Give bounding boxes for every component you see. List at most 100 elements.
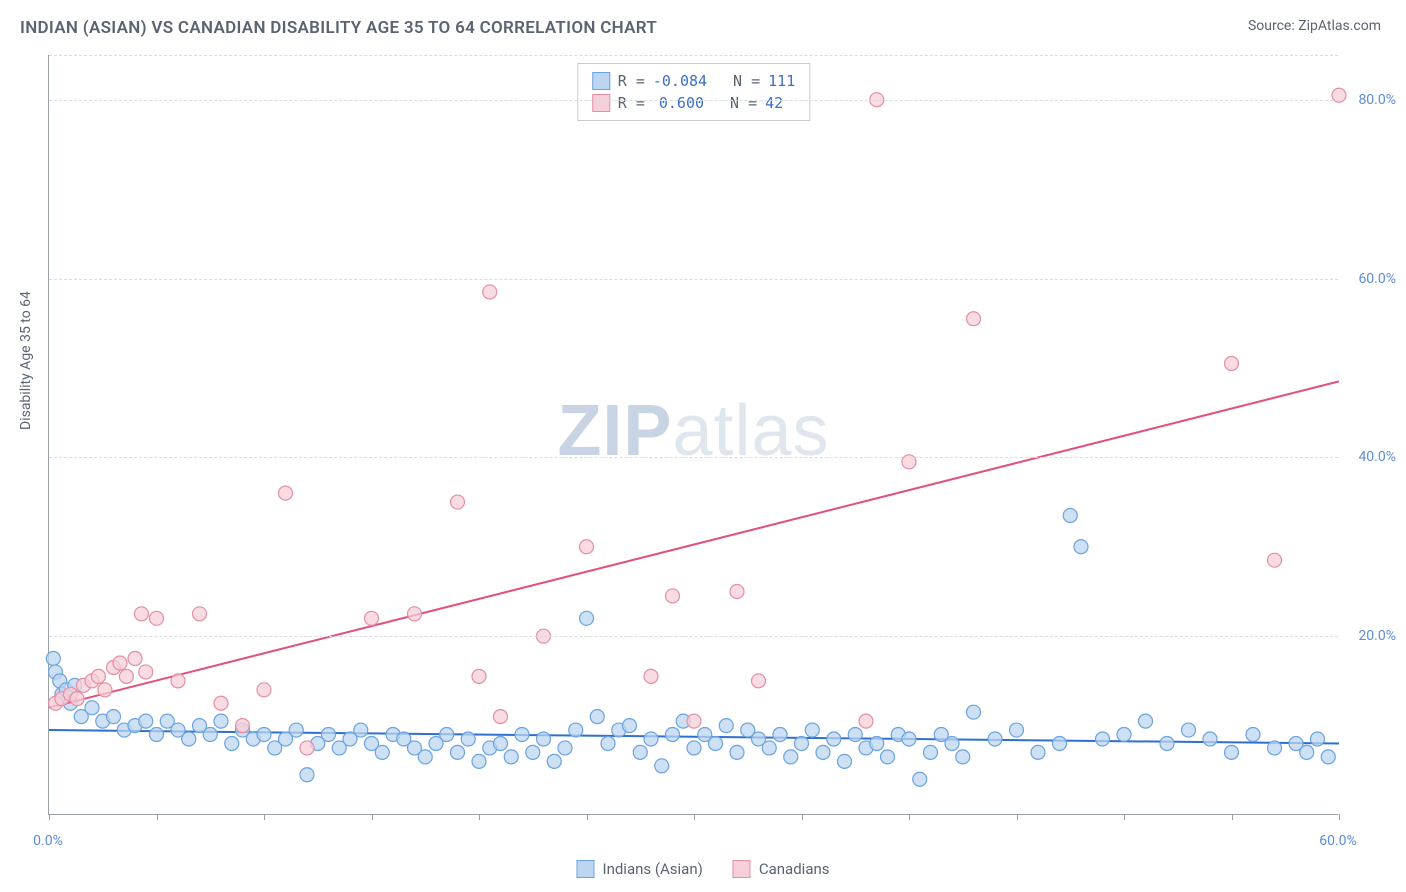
gridline bbox=[49, 100, 1338, 101]
data-point bbox=[784, 750, 798, 764]
data-point bbox=[1074, 540, 1088, 554]
data-point bbox=[300, 741, 314, 755]
data-point bbox=[1096, 732, 1110, 746]
x-tick bbox=[157, 814, 158, 820]
data-point bbox=[257, 728, 271, 742]
data-point bbox=[537, 732, 551, 746]
data-point bbox=[504, 750, 518, 764]
correlation-chart: INDIAN (ASIAN) VS CANADIAN DISABILITY AG… bbox=[0, 0, 1406, 892]
data-point bbox=[85, 701, 99, 715]
data-point bbox=[730, 745, 744, 759]
data-point bbox=[526, 745, 540, 759]
x-tick bbox=[802, 814, 803, 820]
source-label: Source: ZipAtlas.com bbox=[1248, 18, 1381, 34]
data-point bbox=[666, 728, 680, 742]
data-point bbox=[70, 692, 84, 706]
data-point bbox=[139, 714, 153, 728]
data-point bbox=[214, 714, 228, 728]
data-point bbox=[257, 683, 271, 697]
legend-item-pink: Canadians bbox=[733, 860, 830, 878]
data-point bbox=[633, 745, 647, 759]
data-point bbox=[214, 696, 228, 710]
data-point bbox=[859, 714, 873, 728]
data-point bbox=[730, 584, 744, 598]
data-point bbox=[1063, 508, 1077, 522]
legend-label-blue: Indians (Asian) bbox=[602, 860, 702, 878]
gridline bbox=[49, 636, 1338, 637]
data-point bbox=[719, 719, 733, 733]
data-point bbox=[569, 723, 583, 737]
data-point bbox=[1311, 732, 1325, 746]
data-point bbox=[119, 669, 133, 683]
data-point bbox=[1139, 714, 1153, 728]
data-point bbox=[580, 540, 594, 554]
x-tick bbox=[694, 814, 695, 820]
legend-series: Indians (Asian) Canadians bbox=[576, 860, 829, 878]
data-point bbox=[451, 745, 465, 759]
x-tick bbox=[1124, 814, 1125, 820]
data-point bbox=[1268, 741, 1282, 755]
data-point bbox=[913, 772, 927, 786]
data-point bbox=[134, 607, 148, 621]
data-point bbox=[472, 669, 486, 683]
data-point bbox=[494, 710, 508, 724]
data-point bbox=[601, 736, 615, 750]
data-point bbox=[515, 728, 529, 742]
data-point bbox=[988, 732, 1002, 746]
data-point bbox=[580, 611, 594, 625]
y-tick-label: 20.0% bbox=[1358, 628, 1396, 644]
data-point bbox=[644, 669, 658, 683]
data-point bbox=[848, 728, 862, 742]
data-point bbox=[279, 486, 293, 500]
x-tick bbox=[479, 814, 480, 820]
data-point bbox=[494, 736, 508, 750]
plot-area: ZIPatlas R = -0.084 N = 111 R = 0.600 N … bbox=[48, 55, 1338, 815]
data-point bbox=[98, 683, 112, 697]
data-point bbox=[666, 589, 680, 603]
data-point bbox=[762, 741, 776, 755]
x-tick-label: 0.0% bbox=[33, 833, 63, 849]
data-point bbox=[289, 723, 303, 737]
regression-line bbox=[49, 381, 1339, 707]
data-point bbox=[827, 732, 841, 746]
data-point bbox=[139, 665, 153, 679]
data-point bbox=[967, 705, 981, 719]
data-point bbox=[46, 652, 60, 666]
y-axis-label: Disability Age 35 to 64 bbox=[18, 291, 34, 430]
data-point bbox=[644, 732, 658, 746]
data-point bbox=[483, 285, 497, 299]
data-point bbox=[1225, 356, 1239, 370]
data-point bbox=[1321, 750, 1335, 764]
data-point bbox=[967, 312, 981, 326]
data-point bbox=[1246, 728, 1260, 742]
legend-swatch-pink bbox=[733, 860, 751, 878]
data-point bbox=[870, 736, 884, 750]
data-point bbox=[440, 728, 454, 742]
data-point bbox=[418, 750, 432, 764]
x-tick bbox=[1017, 814, 1018, 820]
data-point bbox=[236, 719, 250, 733]
gridline bbox=[49, 457, 1338, 458]
data-point bbox=[225, 736, 239, 750]
data-point bbox=[687, 714, 701, 728]
x-tick bbox=[264, 814, 265, 820]
legend-swatch-blue bbox=[576, 860, 594, 878]
data-point bbox=[881, 750, 895, 764]
data-point bbox=[365, 611, 379, 625]
data-point bbox=[182, 732, 196, 746]
data-point bbox=[1160, 736, 1174, 750]
data-point bbox=[924, 745, 938, 759]
data-point bbox=[709, 736, 723, 750]
data-point bbox=[91, 669, 105, 683]
data-point bbox=[203, 728, 217, 742]
data-point bbox=[773, 728, 787, 742]
data-point bbox=[408, 607, 422, 621]
x-tick bbox=[587, 814, 588, 820]
data-point bbox=[945, 736, 959, 750]
data-point bbox=[113, 656, 127, 670]
data-point bbox=[1117, 728, 1131, 742]
x-tick-label: 60.0% bbox=[1319, 833, 1357, 849]
data-point bbox=[547, 754, 561, 768]
legend-item-blue: Indians (Asian) bbox=[576, 860, 702, 878]
data-point bbox=[956, 750, 970, 764]
